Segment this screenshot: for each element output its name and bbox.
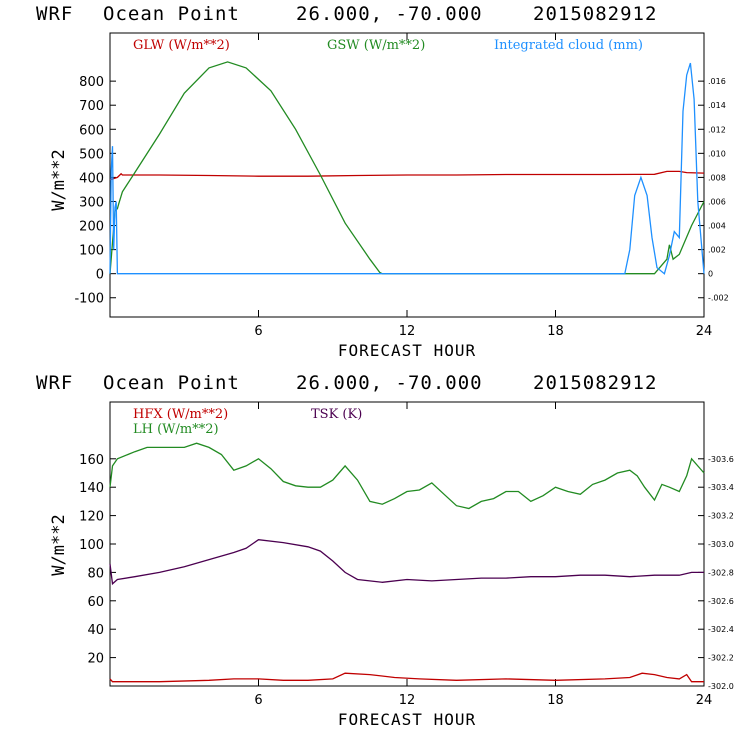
top-y2-tick-label: .012: [708, 125, 726, 134]
top-y-tick-label: -100: [74, 292, 104, 307]
top-y-tick-label: 0: [96, 268, 104, 283]
bottom-x-tick-label: 24: [696, 693, 713, 708]
top-y2-tick-label: .008: [708, 173, 726, 182]
top-y2-tick-label: 0: [708, 270, 713, 279]
top-y-tick-label: 100: [79, 244, 104, 259]
bottom-series-hfx-line: [109, 672, 704, 683]
top-legend-glw: GLW (W/m**2): [133, 38, 230, 53]
top-header-date: 2015082912: [533, 3, 657, 25]
bottom-series-tsk-line: [109, 539, 704, 586]
bottom-y2-tick-label: -303.0: [708, 540, 734, 549]
top-y2-tick-label: .004: [708, 222, 726, 231]
top-y-tick-label: 600: [79, 123, 104, 138]
bottom-x-tick-label: 6: [254, 693, 262, 708]
top-x-tick-label: 18: [547, 324, 564, 339]
top-y-tick-label: 200: [79, 220, 104, 235]
top-y-axis-label: W/m**2: [49, 149, 69, 210]
bottom-header-station: Ocean Point: [103, 372, 240, 394]
top-header-model: WRF: [36, 3, 73, 25]
bottom-y2-tick-label: -303.4: [708, 483, 734, 492]
top-y-tick-label: 300: [79, 195, 104, 210]
bottom-y-axis: 20 40 60 80 100 120 140 160: [79, 453, 116, 667]
bottom-header-date: 2015082912: [533, 372, 657, 394]
bottom-y2-tick-label: -303.2: [708, 512, 734, 521]
top-y-axis: -100 0 100 200 300 400 500 600 700 800: [74, 75, 116, 307]
bottom-series-lh-line: [109, 442, 705, 510]
bottom-x-tick-label: 12: [399, 693, 416, 708]
top-header-station: Ocean Point: [103, 3, 240, 25]
bottom-y2-tick-label: -302.6: [708, 597, 734, 606]
bottom-y2-tick-label: -302.0: [708, 682, 734, 691]
bottom-header-model: WRF: [36, 372, 73, 394]
top-y-tick-label: 500: [79, 147, 104, 162]
top-header-coords: 26.000, -70.000: [296, 3, 483, 25]
top-y2-tick-label: -.002: [708, 294, 729, 303]
top-legend-cloud: Integrated cloud (mm): [494, 38, 643, 53]
bottom-y-tick-label: 20: [87, 652, 104, 667]
bottom-header-coords: 26.000, -70.000: [296, 372, 483, 394]
top-x-tick-label: 12: [399, 324, 416, 339]
bottom-y-tick-label: 160: [79, 453, 104, 468]
top-y-tick-label: 800: [79, 75, 104, 90]
top-series-glw-line: [109, 170, 705, 181]
bottom-x-axis-label: FORECAST HOUR: [338, 710, 476, 729]
top-panel: WRF Ocean Point 26.000, -70.000 20150829…: [36, 3, 729, 360]
bottom-panel: WRF Ocean Point 26.000, -70.000 20150829…: [36, 372, 734, 729]
bottom-y2-tick-label: -302.4: [708, 625, 734, 634]
top-x-tick-label: 6: [254, 324, 262, 339]
bottom-y-tick-label: 40: [87, 623, 104, 638]
top-x-axis-label: FORECAST HOUR: [338, 341, 476, 360]
bottom-y-tick-label: 120: [79, 510, 104, 525]
top-y2-tick-label: .016: [708, 77, 726, 86]
top-y2-tick-label: .014: [708, 101, 726, 110]
top-series-cloud-line: [109, 62, 705, 275]
bottom-y2-tick-label: -303.6: [708, 455, 734, 464]
top-series-gsw-line: [109, 61, 705, 275]
top-y2-tick-label: .010: [708, 149, 726, 158]
top-y-tick-label: 400: [79, 171, 104, 186]
top-x-axis: 6 12 18 24: [254, 33, 712, 339]
bottom-legend-lh: LH (W/m**2): [133, 422, 219, 437]
top-y-tick-label: 700: [79, 99, 104, 114]
top-x-tick-label: 24: [696, 324, 713, 339]
bottom-y-axis-label: W/m**2: [49, 514, 69, 575]
bottom-x-axis: 6 12 18 24: [254, 402, 712, 708]
top-y2-tick-label: .002: [708, 246, 726, 255]
bottom-y-tick-label: 140: [79, 481, 104, 496]
bottom-y-tick-label: 60: [87, 595, 104, 610]
bottom-y-tick-label: 80: [87, 566, 104, 581]
bottom-y2-tick-label: -302.8: [708, 568, 734, 577]
bottom-legend-tsk: TSK (K): [311, 407, 362, 422]
bottom-legend-hfx: HFX (W/m**2): [133, 407, 228, 422]
top-legend-gsw: GSW (W/m**2): [327, 38, 425, 53]
bottom-y2-tick-label: -302.2: [708, 654, 734, 663]
bottom-y-tick-label: 100: [79, 538, 104, 553]
bottom-x-tick-label: 18: [547, 693, 564, 708]
top-y2-axis: -.002 0 .002 .004 .006 .008 .010 .012 .014 .016: [698, 77, 729, 303]
top-y2-tick-label: .006: [708, 197, 726, 206]
bottom-y2-axis: -302.0 -302.2 -302.4 -302.6 -302.8 -303.0 -303…: [698, 455, 734, 691]
